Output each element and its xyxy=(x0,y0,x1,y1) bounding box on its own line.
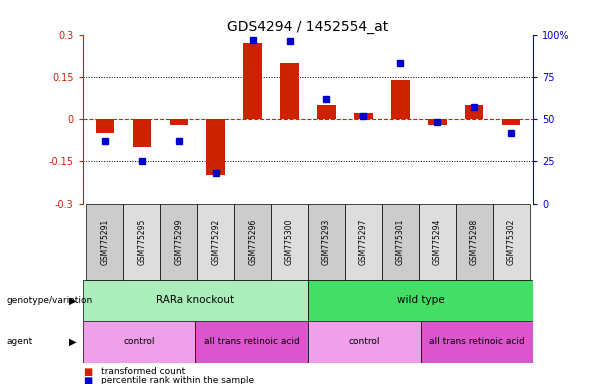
Text: GSM775295: GSM775295 xyxy=(137,219,147,265)
Text: GSM775300: GSM775300 xyxy=(285,218,294,265)
Text: RARa knockout: RARa knockout xyxy=(156,295,234,306)
Bar xyxy=(196,321,308,363)
FancyBboxPatch shape xyxy=(493,204,530,280)
Text: GSM775292: GSM775292 xyxy=(211,219,220,265)
Bar xyxy=(132,119,151,147)
FancyBboxPatch shape xyxy=(86,204,123,280)
Text: all trans retinoic acid: all trans retinoic acid xyxy=(429,337,525,346)
Text: GSM775301: GSM775301 xyxy=(396,219,405,265)
FancyBboxPatch shape xyxy=(345,204,382,280)
Bar xyxy=(502,119,520,125)
FancyBboxPatch shape xyxy=(308,204,345,280)
Text: control: control xyxy=(349,337,380,346)
Text: GSM775299: GSM775299 xyxy=(174,219,183,265)
Text: transformed count: transformed count xyxy=(101,367,185,376)
Bar xyxy=(83,321,196,363)
Bar xyxy=(465,105,484,119)
Text: ■: ■ xyxy=(83,367,92,377)
Text: GSM775294: GSM775294 xyxy=(433,219,442,265)
Text: GSM775298: GSM775298 xyxy=(470,219,479,265)
Bar xyxy=(280,63,299,119)
Bar xyxy=(428,119,446,125)
FancyBboxPatch shape xyxy=(382,204,419,280)
Text: GSM775302: GSM775302 xyxy=(507,219,516,265)
Bar xyxy=(83,280,308,321)
FancyBboxPatch shape xyxy=(455,204,493,280)
Text: GSM775293: GSM775293 xyxy=(322,219,331,265)
Text: agent: agent xyxy=(6,337,32,346)
Text: GSM775296: GSM775296 xyxy=(248,219,257,265)
Text: all trans retinoic acid: all trans retinoic acid xyxy=(204,337,300,346)
Bar xyxy=(308,280,533,321)
FancyBboxPatch shape xyxy=(123,204,161,280)
Bar xyxy=(96,119,114,133)
Text: ▶: ▶ xyxy=(69,295,77,306)
Bar xyxy=(391,79,409,119)
Bar xyxy=(170,119,188,125)
Text: ▶: ▶ xyxy=(69,337,77,347)
FancyBboxPatch shape xyxy=(271,204,308,280)
Text: wild type: wild type xyxy=(397,295,444,306)
Bar xyxy=(308,321,421,363)
Bar xyxy=(318,105,336,119)
Text: genotype/variation: genotype/variation xyxy=(6,296,93,305)
Text: ■: ■ xyxy=(83,376,92,384)
Text: GSM775297: GSM775297 xyxy=(359,219,368,265)
FancyBboxPatch shape xyxy=(419,204,455,280)
Bar xyxy=(354,113,373,119)
FancyBboxPatch shape xyxy=(234,204,271,280)
Bar xyxy=(207,119,225,175)
Text: percentile rank within the sample: percentile rank within the sample xyxy=(101,376,254,384)
Text: control: control xyxy=(123,337,155,346)
FancyBboxPatch shape xyxy=(197,204,234,280)
Bar xyxy=(421,321,533,363)
Text: GSM775291: GSM775291 xyxy=(101,219,109,265)
FancyBboxPatch shape xyxy=(161,204,197,280)
Title: GDS4294 / 1452554_at: GDS4294 / 1452554_at xyxy=(227,20,389,33)
Bar xyxy=(243,43,262,119)
